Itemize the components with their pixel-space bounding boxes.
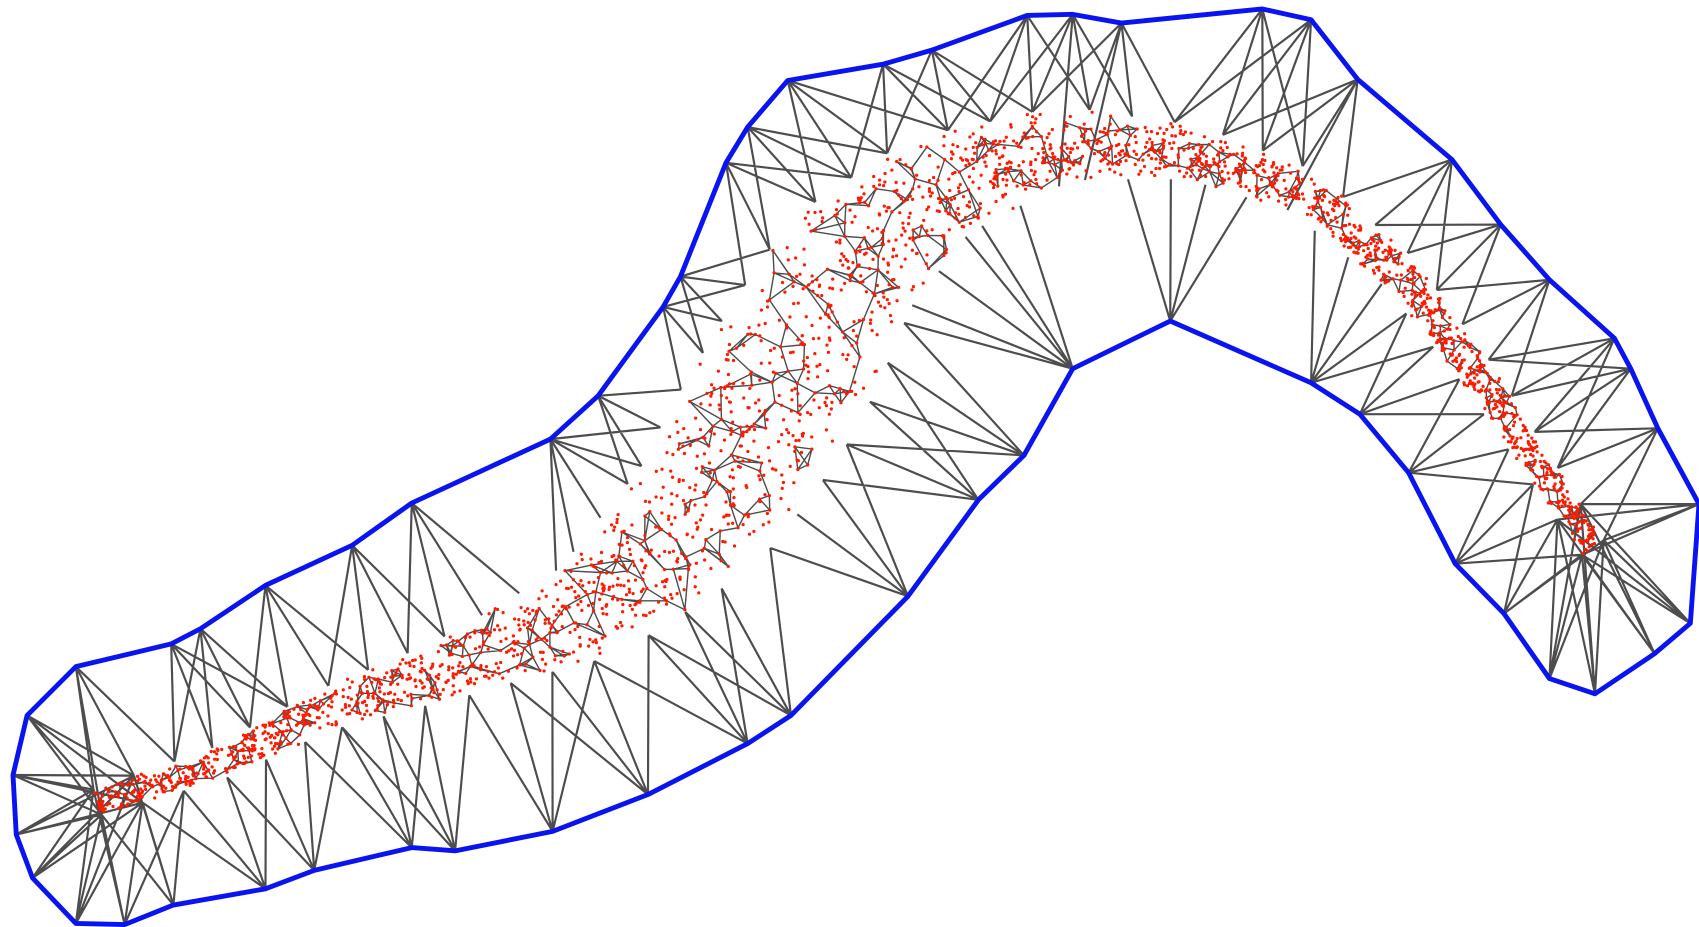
- boundary: [10, 6, 1699, 927]
- inner-mesh-edges: [97, 115, 1595, 811]
- sample-points: [92, 110, 1597, 814]
- outer-mesh-edges: [12, 8, 1699, 925]
